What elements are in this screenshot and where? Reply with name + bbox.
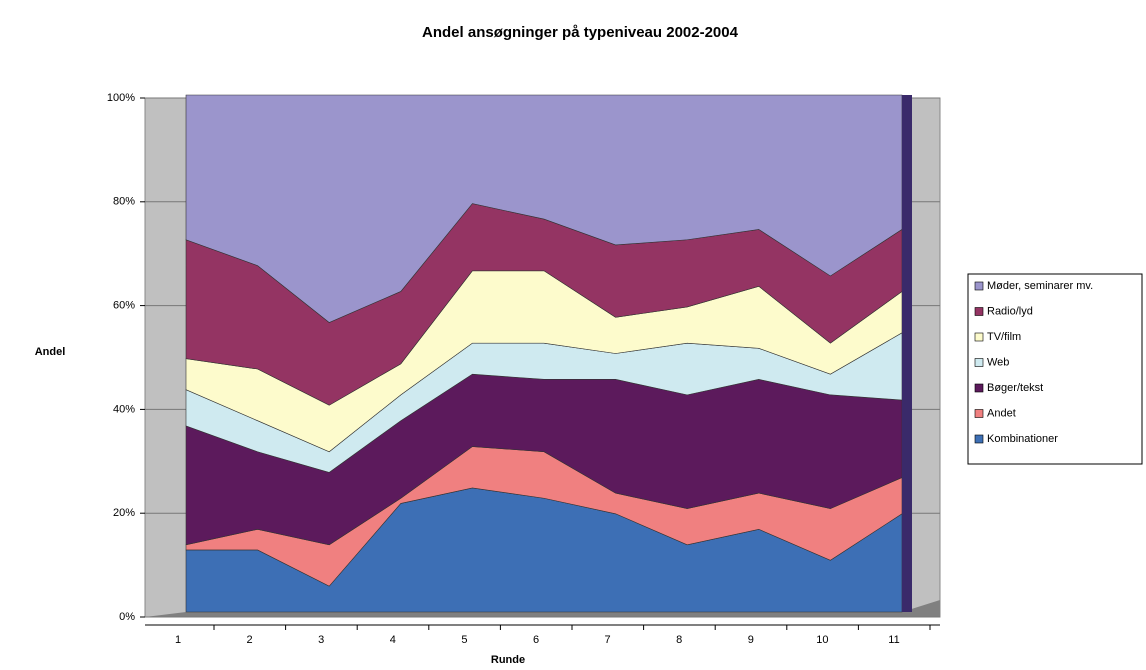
y-tick-label: 0% [119,611,135,623]
x-tick-label: 11 [888,634,899,646]
legend-label: Radio/lyd [987,305,1033,317]
legend-swatch [974,409,984,418]
floor [145,600,940,617]
legend-swatch [974,307,984,316]
legend-label: Bøger/tekst [987,382,1043,394]
y-tick-label: 80% [113,196,135,208]
legend-swatch [974,434,984,444]
x-tick-label: 9 [748,634,754,646]
legend-label: TV/film [987,331,1021,343]
x-tick-label: 3 [318,634,324,646]
x-tick-label: 4 [390,634,396,646]
legend-label: Web [987,356,1009,368]
legend-label: Møder, seminarer mv. [987,280,1093,292]
y-tick-label: 40% [113,403,135,415]
y-tick-label: 100% [107,92,135,104]
legend-swatch [974,383,984,393]
legend-label: Kombinationer [987,433,1058,445]
legend-swatch [974,358,984,367]
legend-swatch [974,332,984,342]
x-axis-label: Runde [491,654,525,666]
x-tick-label: 7 [605,634,611,646]
x-tick-label: 2 [247,634,253,646]
x-tick-label: 8 [676,634,682,646]
y-tick-label: 20% [113,507,135,519]
legend-swatch [974,281,984,291]
right-edge [902,95,912,612]
y-axis-label: Andel [35,346,66,358]
x-tick-label: 1 [175,634,181,646]
legend-box [967,273,1143,465]
x-tick-label: 10 [816,634,828,646]
x-tick-label: 5 [461,634,467,646]
legend-label: Andet [987,407,1016,419]
chart-title: Andel ansøgninger på typeniveau 2002-200… [422,24,739,41]
x-tick-label: 6 [533,634,539,646]
y-tick-label: 60% [113,300,135,312]
